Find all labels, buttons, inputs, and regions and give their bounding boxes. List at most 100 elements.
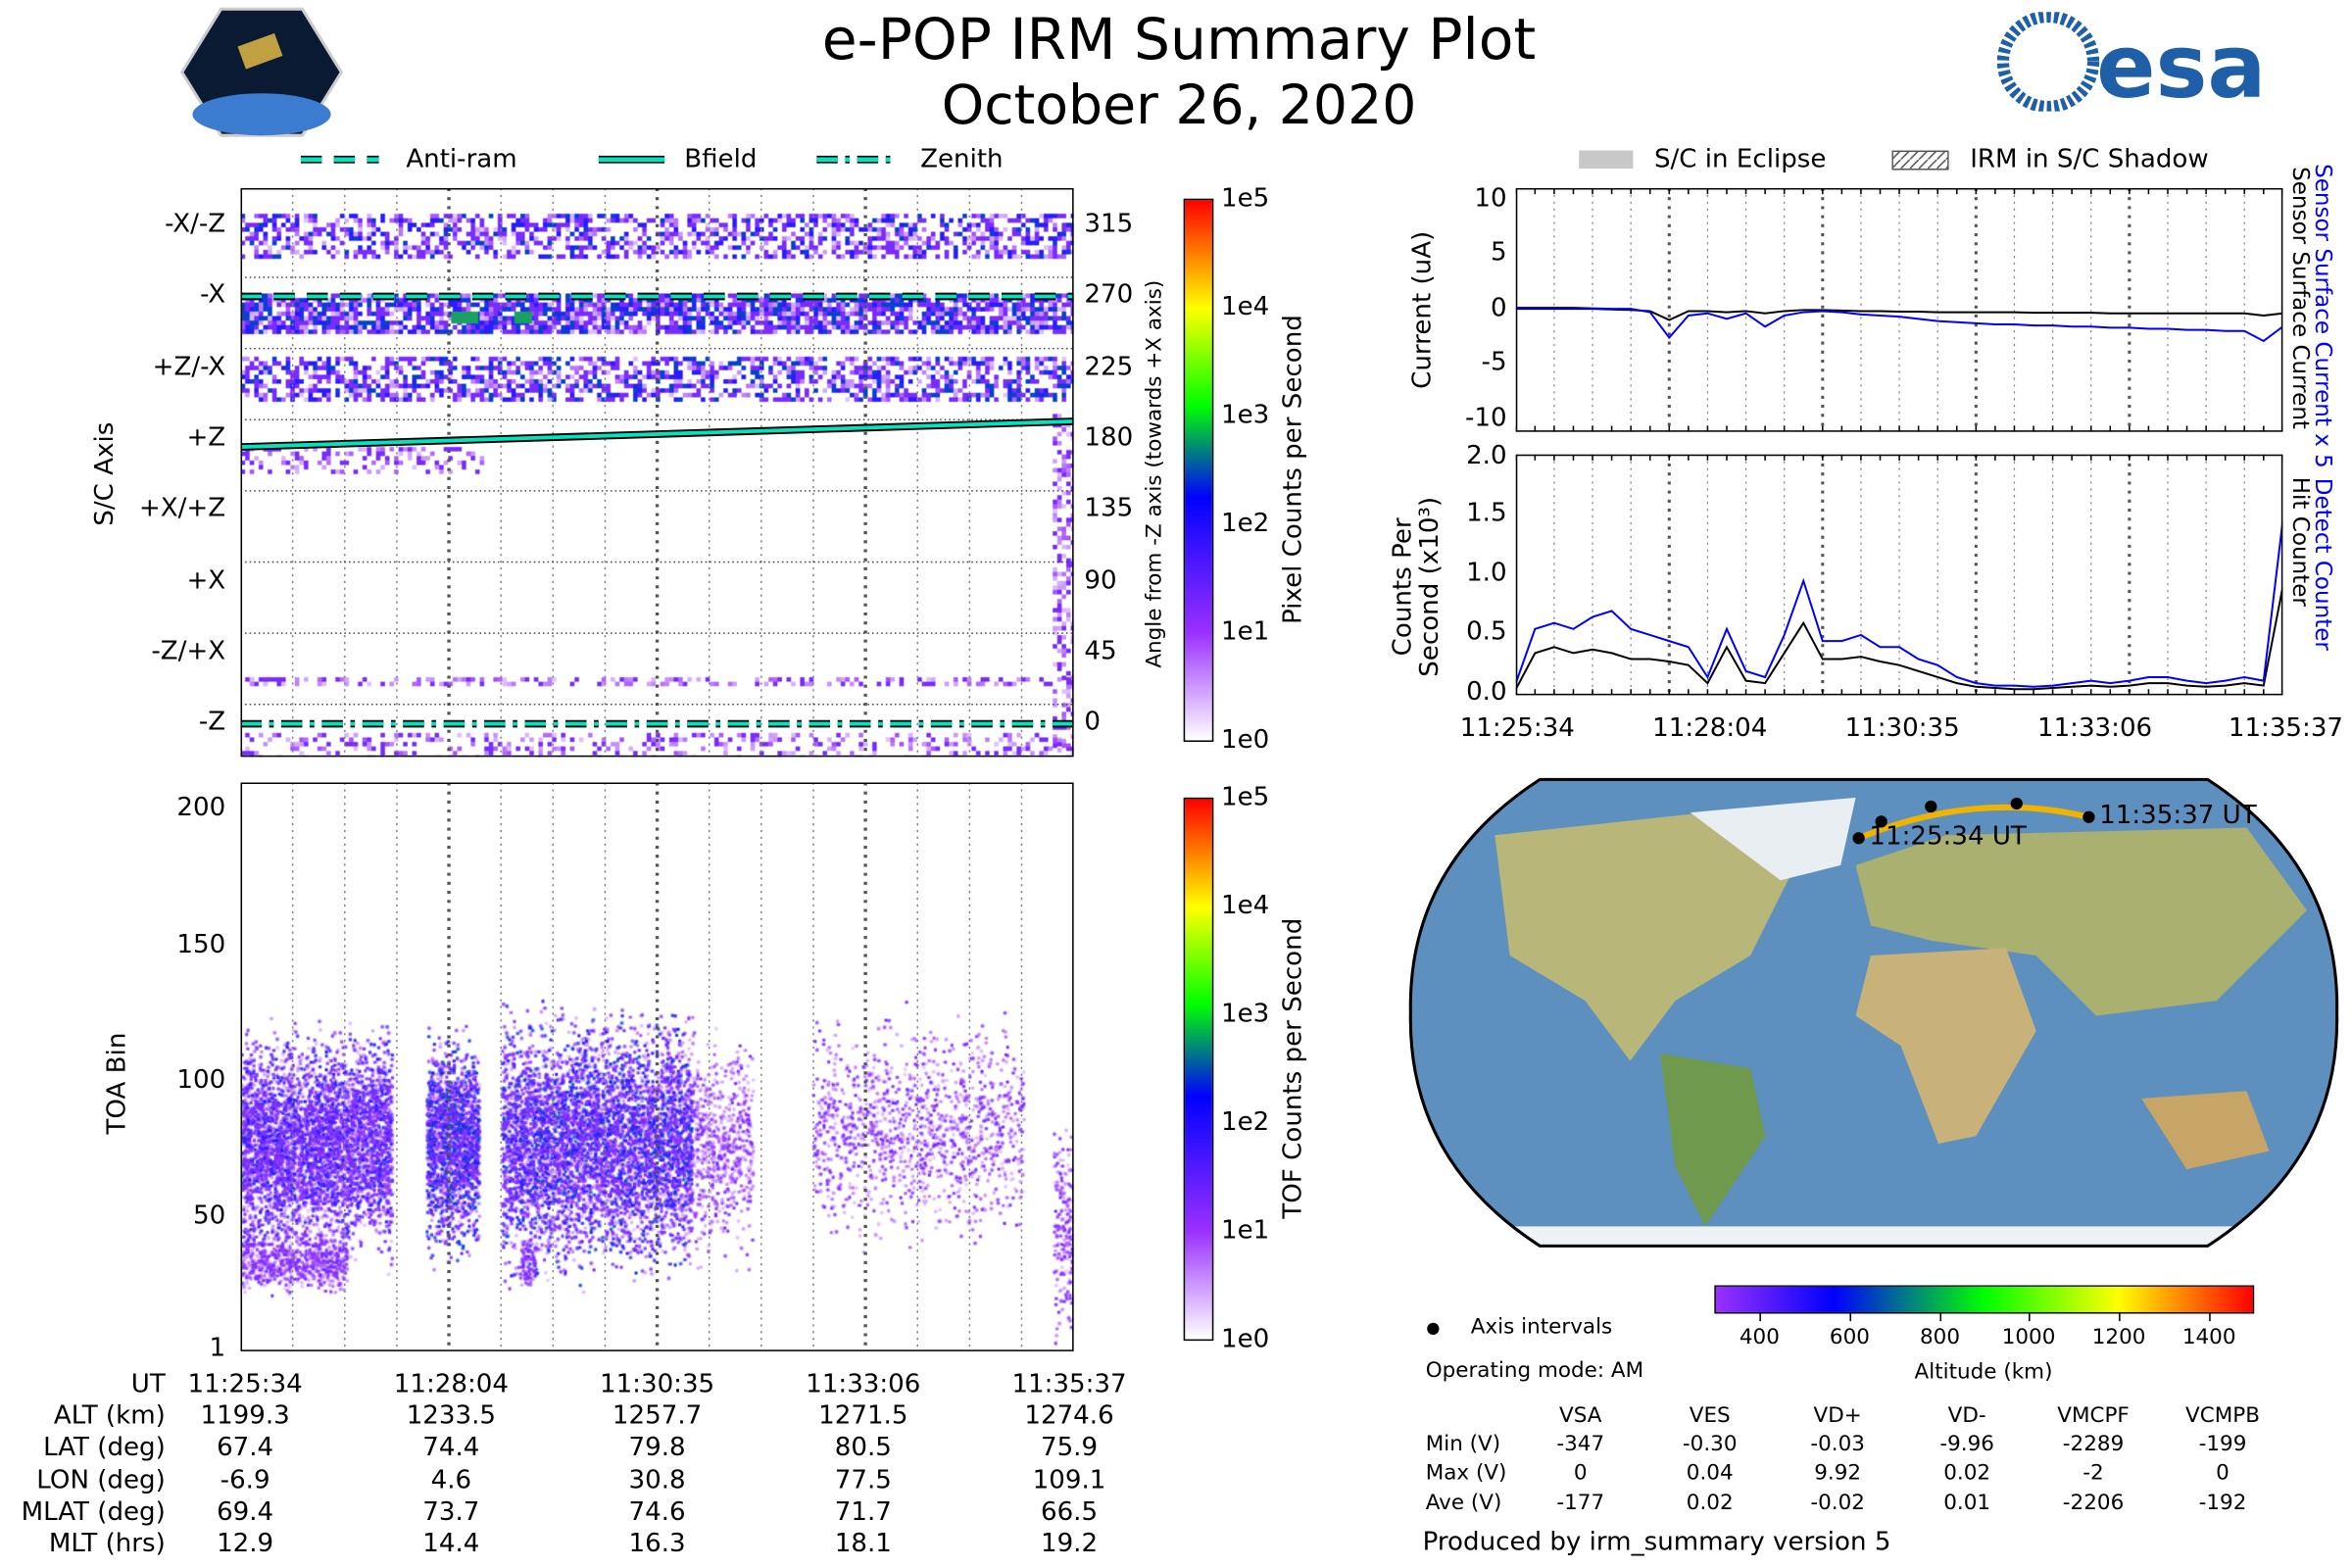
- ephemeris-value: 74.6: [628, 1496, 686, 1528]
- ephemeris-value: 71.7: [834, 1496, 892, 1528]
- sc-axis-tick-label: -X: [200, 280, 226, 311]
- voltage-value: 0.01: [1943, 1491, 1991, 1515]
- eurasia: [1855, 827, 2307, 1016]
- sc-axis-tick-label: -Z/+X: [151, 636, 226, 666]
- ephemeris-value: 11:30:35: [599, 1369, 715, 1400]
- north-america: [1494, 812, 1796, 1061]
- current-ylabel: Current (uA): [1407, 230, 1438, 389]
- ephemeris-value: 1271.5: [818, 1400, 908, 1432]
- angle-tick-label: 180: [1084, 422, 1134, 454]
- ephemeris-value: 1257.7: [612, 1400, 703, 1432]
- altitude-tick: [1849, 1311, 1851, 1322]
- altitude-tick: [1759, 1311, 1761, 1322]
- time-tick-label: 11:35:37: [2228, 712, 2344, 744]
- altitude-tick-label: 1400: [2181, 1325, 2236, 1350]
- legend-eclipse: S/C in Eclipse: [1653, 144, 1827, 175]
- altitude-colorbar-label: Altitude (km): [1914, 1360, 2053, 1385]
- sc-axis-tick-label: +Z: [186, 422, 226, 454]
- tof-colorbar-tick: 1e1: [1221, 1215, 1270, 1247]
- tof-colorbar-tick: 1e5: [1221, 782, 1270, 813]
- pixel-colorbar-tick: 1e2: [1221, 508, 1270, 539]
- altitude-tick-label: 1200: [2091, 1325, 2146, 1350]
- pixel-colorbar-tick: 1e3: [1221, 400, 1270, 431]
- ephemeris-value: 67.4: [217, 1433, 274, 1464]
- ephemeris-row-label: ALT (km): [53, 1400, 166, 1432]
- voltage-column-header: VMCPF: [2057, 1403, 2130, 1429]
- voltage-value: -199: [2198, 1432, 2247, 1457]
- ephemeris-value: 79.8: [628, 1433, 686, 1464]
- counts-tick-label: 1.5: [1466, 498, 1507, 528]
- angle-tick-label: 270: [1084, 280, 1134, 311]
- voltage-value: -0.02: [1810, 1491, 1865, 1515]
- greenland: [1690, 797, 1856, 881]
- voltage-row-label: Max (V): [1425, 1461, 1507, 1486]
- world-map: [1408, 777, 2339, 1248]
- ephemeris-value: 109.1: [1032, 1464, 1106, 1495]
- voltage-value: 0.04: [1686, 1461, 1734, 1486]
- tof-spectrogram-image: [240, 782, 1074, 1351]
- angle-tick-label: 45: [1084, 636, 1117, 666]
- axis-intervals-label: Axis intervals: [1470, 1315, 1613, 1340]
- pixel-colorbar-tick: 1e4: [1221, 291, 1270, 322]
- legend-anti-ram-icon: [300, 155, 379, 164]
- altitude-tick: [2029, 1311, 2031, 1322]
- counts-chart-frame: [1515, 454, 2283, 696]
- sc-axis-tick-label: +X/+Z: [138, 493, 226, 524]
- ephemeris-value: 80.5: [834, 1433, 892, 1464]
- track-dot: [2082, 810, 2095, 823]
- bfield-line: [240, 419, 1074, 449]
- page-date: October 26, 2020: [941, 74, 1417, 137]
- legend-bfield-icon: [598, 155, 665, 164]
- ephemeris-value: 11:33:06: [806, 1369, 921, 1400]
- ephemeris-value: 30.8: [628, 1464, 686, 1495]
- angle-tick-label: 90: [1084, 564, 1117, 596]
- altitude-tick-label: 1000: [2001, 1325, 2056, 1350]
- ephemeris-value: -6.9: [220, 1464, 270, 1495]
- time-tick-label: 11:28:04: [1652, 712, 1768, 744]
- south-america: [1660, 1053, 1766, 1227]
- ephemeris-row-label: UT: [130, 1369, 166, 1400]
- pixel-colorbar-tick: 1e1: [1221, 616, 1270, 648]
- track-dot: [2010, 797, 2023, 810]
- orbit-track: [1857, 804, 2090, 842]
- toa-tick-label: 50: [192, 1200, 226, 1232]
- voltage-column-header: VSA: [1559, 1403, 1602, 1429]
- counts-series-black-label: Hit Counter: [2286, 476, 2315, 607]
- ephemeris-row-label: MLT (hrs): [48, 1529, 166, 1559]
- angle-axis-label: Angle from -Z axis (towards +X axis): [1143, 279, 1167, 668]
- current-chart: [1515, 187, 2283, 432]
- sc-axis-tick-label: -Z: [198, 707, 226, 738]
- ephemeris-value: 75.9: [1040, 1433, 1099, 1464]
- ephemeris-value: 77.5: [834, 1464, 892, 1495]
- toa-tick-label: 150: [176, 929, 226, 960]
- legend-shadow-swatch: [1891, 150, 1949, 171]
- sc-axis-tick-label: -X/-Z: [165, 209, 226, 240]
- ephemeris-value: 11:25:34: [187, 1369, 303, 1400]
- time-tick-label: 11:30:35: [1844, 712, 1960, 744]
- voltage-value: 0: [2216, 1461, 2230, 1486]
- voltage-row-label: Min (V): [1425, 1432, 1501, 1457]
- tof-colorbar-tick: 1e3: [1221, 999, 1270, 1030]
- ephemeris-value: 69.4: [217, 1496, 274, 1528]
- current-chart-frame: [1515, 187, 2283, 432]
- time-tick-label: 11:25:34: [1459, 712, 1575, 744]
- legend-shadow: IRM in S/C Shadow: [1970, 144, 2209, 175]
- series-line-black: [1515, 586, 2283, 691]
- counts-tick-label: 0.0: [1466, 676, 1507, 708]
- track-start-label: 11:25:34 UT: [1869, 821, 2027, 853]
- current-tick-label: 10: [1474, 183, 1507, 215]
- pixel-colorbar-tick: 1e5: [1221, 183, 1270, 215]
- ephemeris-row-label: LAT (deg): [43, 1433, 166, 1464]
- altitude-tick: [2209, 1311, 2211, 1322]
- tof-colorbar-tick: 1e4: [1221, 891, 1270, 921]
- footer-text: Produced by irm_summary version 5: [1422, 1527, 1891, 1558]
- ephemeris-row-label: MLAT (deg): [21, 1496, 166, 1528]
- ephemeris-value: 19.2: [1040, 1529, 1099, 1559]
- pixel-spectrogram-overlay: [240, 187, 1074, 758]
- voltage-value: 0.02: [1943, 1461, 1991, 1486]
- operating-mode: Operating mode: AM: [1425, 1358, 1644, 1384]
- ephemeris-value: 74.4: [422, 1433, 480, 1464]
- ephemeris-value: 1274.6: [1024, 1400, 1114, 1432]
- voltage-column-header: VD-: [1947, 1403, 1986, 1429]
- voltage-value: 9.92: [1814, 1461, 1862, 1486]
